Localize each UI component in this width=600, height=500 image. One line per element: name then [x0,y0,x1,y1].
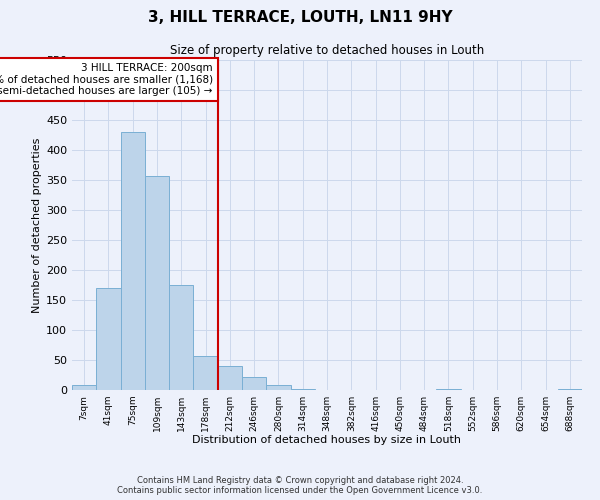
Bar [72,385,96,390]
Bar [242,377,266,390]
Bar [266,384,290,390]
Bar [96,288,121,390]
Bar [121,132,145,390]
Bar [218,366,242,390]
X-axis label: Distribution of detached houses by size in Louth: Distribution of detached houses by size … [193,436,461,446]
Text: 3 HILL TERRACE: 200sqm
← 92% of detached houses are smaller (1,168)
8% of semi-d: 3 HILL TERRACE: 200sqm ← 92% of detached… [0,63,213,96]
Bar [193,356,218,390]
Text: 3, HILL TERRACE, LOUTH, LN11 9HY: 3, HILL TERRACE, LOUTH, LN11 9HY [148,10,452,25]
Text: Contains HM Land Registry data © Crown copyright and database right 2024.
Contai: Contains HM Land Registry data © Crown c… [118,476,482,495]
Title: Size of property relative to detached houses in Louth: Size of property relative to detached ho… [170,44,484,58]
Bar [169,285,193,390]
Bar [145,176,169,390]
Y-axis label: Number of detached properties: Number of detached properties [32,138,42,312]
